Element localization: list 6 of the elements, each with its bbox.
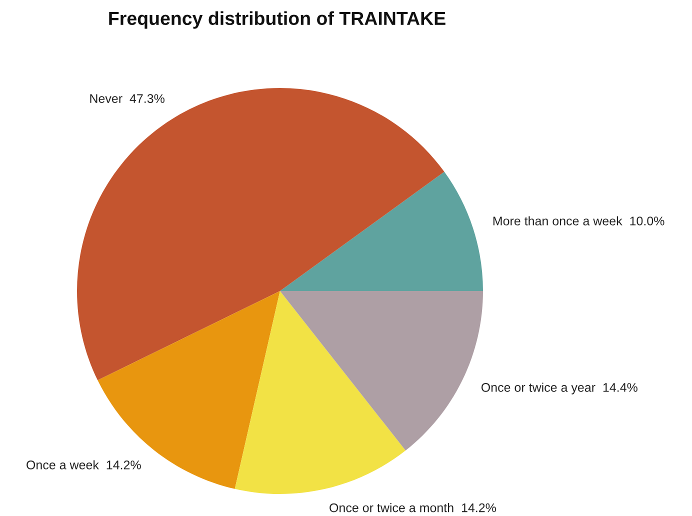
slice-label: Once or twice a year 14.4% bbox=[481, 382, 638, 394]
slice-label: Never 47.3% bbox=[90, 94, 164, 103]
slice-label: More than once a week 10.0% bbox=[493, 216, 664, 226]
slice-label: Once a week 14.2% bbox=[26, 460, 141, 470]
slice-label: Once or twice a month 14.2% bbox=[330, 503, 496, 512]
chart-title: Frequency distribution of TRAINTAKE bbox=[109, 11, 446, 29]
